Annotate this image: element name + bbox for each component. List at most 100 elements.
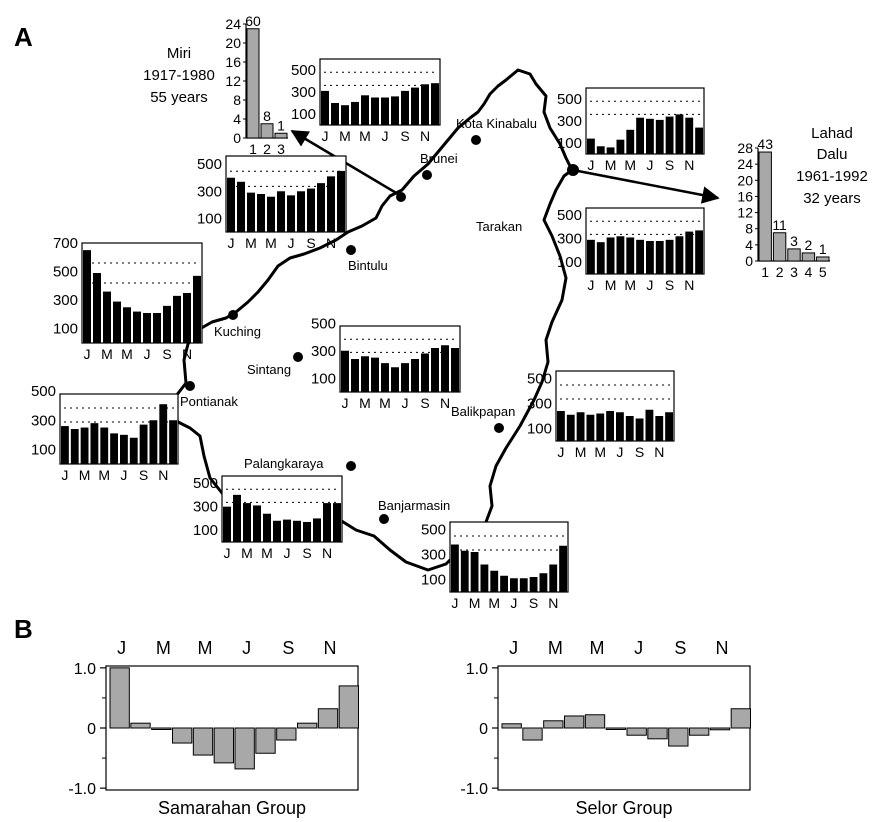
y-tick-label: 100 xyxy=(421,572,446,589)
month-tick-label: M xyxy=(594,444,606,460)
bar-month-5 xyxy=(361,95,369,125)
data-label: 11 xyxy=(772,217,787,233)
bar-month-10 xyxy=(313,518,321,542)
bar-month-6 xyxy=(605,727,627,730)
month-tick-label: N xyxy=(684,157,694,173)
y-tick-label: 0 xyxy=(479,721,488,738)
data-label: 8 xyxy=(263,108,271,124)
month-tick-label: J xyxy=(61,467,68,483)
data-label: 1 xyxy=(819,241,827,257)
bar-month-11 xyxy=(421,84,429,125)
month-tick-label: M xyxy=(359,128,371,144)
y-tick-label: 300 xyxy=(53,292,78,309)
y-tick-label: 8 xyxy=(233,92,241,108)
miri-title-line-3: 55 years xyxy=(150,89,208,106)
plot-frame xyxy=(339,325,461,393)
bar-month-2 xyxy=(237,181,245,232)
bar-month-4 xyxy=(113,301,121,343)
bar-month-1 xyxy=(321,90,329,125)
month-tick-label: M xyxy=(265,235,277,251)
lahad-title-line-1: Lahad xyxy=(811,125,853,142)
bar-month-3 xyxy=(151,727,172,730)
dot-lahad-dalu xyxy=(567,164,579,176)
bar-month-5 xyxy=(626,129,635,154)
bar-1 xyxy=(758,151,772,262)
y-tick-label: 100 xyxy=(527,421,552,438)
label-pontianak: Pontianak xyxy=(180,394,238,409)
chart-title: Selor Group xyxy=(575,798,672,818)
data-label: 60 xyxy=(245,13,261,29)
plot-frame xyxy=(585,207,705,275)
data-label: 2 xyxy=(805,237,813,253)
bar-month-12 xyxy=(193,275,201,343)
panel-label-a: A xyxy=(14,22,33,52)
x-tick-label: 3 xyxy=(790,264,798,280)
month-tick-label: J xyxy=(84,346,91,362)
month-tick-label: M xyxy=(590,638,605,658)
anomaly-chart-samarahan: 1.0 0 -1.0 J M M J S N Samarahan Group xyxy=(68,638,359,818)
x-tick-label: 5 xyxy=(819,264,827,280)
bar-month-11 xyxy=(159,404,168,464)
label-palangkaraya: Palangkaraya xyxy=(244,456,324,471)
y-tick-label: 4 xyxy=(233,111,241,127)
month-tick-label: J xyxy=(451,595,458,611)
label-kota-kinabalu: Kota Kinabalu xyxy=(456,116,537,131)
month-tick-label: J xyxy=(646,277,653,293)
y-tick-label: 300 xyxy=(557,231,582,248)
month-tick-label: N xyxy=(326,235,336,251)
plot-frame xyxy=(585,87,705,155)
y-tick-label: 24 xyxy=(737,156,753,172)
month-tick-label: J xyxy=(284,545,291,561)
data-label: 43 xyxy=(757,136,773,152)
bar-month-10 xyxy=(675,236,684,274)
bar-month-11 xyxy=(709,727,731,731)
month-tick-label: S xyxy=(162,346,171,362)
month-tick-label: N xyxy=(684,277,694,293)
bar-3 xyxy=(274,132,288,139)
bar-month-12 xyxy=(665,412,673,441)
lahad-title-line-4: 32 years xyxy=(803,190,861,207)
y-tick-label: 100 xyxy=(193,522,218,539)
bar-2 xyxy=(260,123,274,139)
bar-month-2 xyxy=(93,273,101,343)
y-tick-label: 12 xyxy=(737,205,753,221)
month-tick-label: N xyxy=(324,638,337,658)
bar-month-6 xyxy=(606,411,614,441)
y-tick-label: 12 xyxy=(225,73,241,89)
bar-month-2 xyxy=(596,146,605,154)
bar-month-10 xyxy=(431,348,439,392)
month-tick-label: J xyxy=(557,444,564,460)
bar-month-3 xyxy=(576,412,585,441)
y-tick-label: 300 xyxy=(557,113,582,130)
plot-frame xyxy=(449,521,569,593)
bar-month-1 xyxy=(223,506,231,542)
month-tick-label: M xyxy=(101,346,113,362)
y-tick-label: 300 xyxy=(197,183,222,200)
bar-month-9 xyxy=(303,521,311,542)
bar-month-11 xyxy=(327,176,335,232)
data-label: 3 xyxy=(790,233,798,249)
bar-month-4 xyxy=(586,414,595,441)
bar-month-8 xyxy=(411,359,419,392)
y-tick-label: 100 xyxy=(557,135,582,152)
month-tick-label: J xyxy=(120,467,127,483)
month-tick-label: M xyxy=(98,467,110,483)
y-tick-label: 500 xyxy=(557,207,582,224)
y-tick-label: 8 xyxy=(745,221,753,237)
y-tick-label: 300 xyxy=(291,84,316,101)
bar-month-5 xyxy=(192,727,214,756)
bar-month-5 xyxy=(490,570,499,592)
bar-month-3 xyxy=(243,503,251,542)
plot-frame xyxy=(81,242,203,344)
miri-title-line-2: 1917-1980 xyxy=(143,67,215,84)
month-tick-label: S xyxy=(665,277,674,293)
bar-month-2 xyxy=(596,242,605,274)
bar-month-10 xyxy=(675,114,684,154)
y-tick-label: 100 xyxy=(197,210,222,227)
bar-month-12 xyxy=(333,503,341,542)
month-tick-label: J xyxy=(646,157,653,173)
month-tick-label: J xyxy=(509,638,518,658)
